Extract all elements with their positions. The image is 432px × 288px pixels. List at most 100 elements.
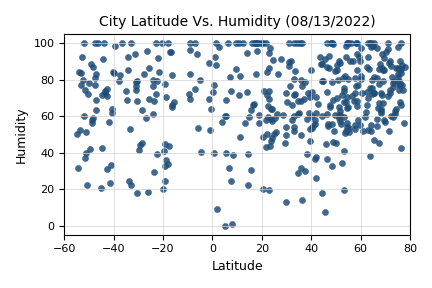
Point <box>343 124 350 129</box>
Point <box>248 41 255 46</box>
Point <box>78 82 85 87</box>
Point <box>282 141 289 145</box>
Point <box>283 132 289 137</box>
Point <box>387 59 394 64</box>
Point <box>164 41 171 46</box>
Point <box>247 107 254 112</box>
Point <box>365 67 372 71</box>
Point <box>301 96 308 101</box>
Point <box>230 153 237 157</box>
Point <box>254 49 260 54</box>
Point <box>299 198 306 202</box>
Point <box>399 87 406 92</box>
Point <box>353 103 360 108</box>
Point <box>271 132 278 137</box>
Point <box>375 101 382 106</box>
Point <box>216 44 223 49</box>
Point <box>324 112 330 116</box>
Point <box>335 112 342 117</box>
Point <box>340 100 347 105</box>
Point <box>342 100 349 104</box>
Point <box>255 41 262 46</box>
Point <box>386 129 393 134</box>
Point <box>309 126 316 130</box>
Point <box>349 59 356 64</box>
Point <box>334 63 340 68</box>
Point <box>165 162 172 166</box>
Point <box>296 41 303 46</box>
Point <box>349 94 356 98</box>
Point <box>284 100 291 104</box>
Point <box>378 93 385 97</box>
Point <box>351 91 358 96</box>
Point <box>327 104 334 109</box>
Point <box>353 41 360 46</box>
Point <box>339 160 346 165</box>
Point <box>352 123 359 128</box>
Point <box>143 48 150 53</box>
Point <box>266 144 273 148</box>
Point <box>367 123 374 127</box>
Point <box>244 151 251 156</box>
Point <box>100 56 107 61</box>
Point <box>243 51 250 55</box>
Point <box>270 58 276 62</box>
Point <box>298 98 305 103</box>
Point <box>304 117 311 122</box>
Point <box>271 116 278 120</box>
Point <box>324 122 331 126</box>
Point <box>269 107 276 111</box>
Point <box>136 148 143 152</box>
Point <box>364 96 371 101</box>
Point <box>342 55 349 60</box>
Point <box>167 50 174 54</box>
Point <box>301 80 308 84</box>
Point <box>133 191 140 195</box>
Point <box>92 71 99 76</box>
Point <box>98 146 105 151</box>
Point <box>355 82 362 87</box>
Point <box>340 149 347 153</box>
Point <box>325 65 332 70</box>
Point <box>109 69 116 74</box>
Point <box>313 176 320 181</box>
Point <box>226 75 233 79</box>
Point <box>359 91 366 95</box>
Point <box>366 154 373 158</box>
Point <box>328 41 335 46</box>
Point <box>127 127 133 132</box>
Point <box>259 186 266 191</box>
Point <box>160 187 167 192</box>
Point <box>309 114 316 119</box>
Point <box>239 41 246 46</box>
Point <box>401 120 408 125</box>
Point <box>343 128 349 133</box>
Point <box>256 112 263 117</box>
Point <box>367 85 374 90</box>
Point <box>92 75 98 80</box>
Point <box>388 75 395 79</box>
Point <box>321 209 328 214</box>
Point <box>374 105 381 110</box>
Point <box>364 90 371 94</box>
Point <box>162 157 169 162</box>
Point <box>312 121 319 126</box>
Point <box>355 55 362 59</box>
Point <box>185 92 192 96</box>
Point <box>273 130 280 134</box>
Point <box>396 82 403 87</box>
Point <box>133 98 140 103</box>
Point <box>117 73 124 77</box>
Point <box>191 86 198 91</box>
Point <box>266 97 273 102</box>
Point <box>308 67 315 72</box>
Point <box>79 54 86 59</box>
Point <box>80 41 87 46</box>
Point <box>91 41 98 46</box>
Point <box>93 108 100 112</box>
Point <box>295 98 302 103</box>
Point <box>79 78 86 83</box>
Point <box>364 41 371 46</box>
Point <box>169 102 176 107</box>
Point <box>137 143 143 147</box>
